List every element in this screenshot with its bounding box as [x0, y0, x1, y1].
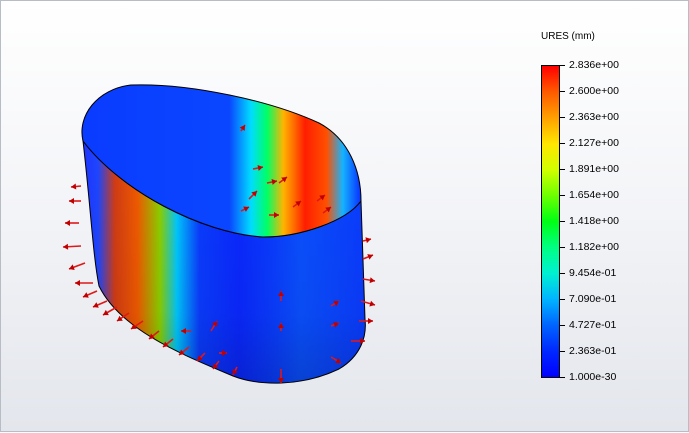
load-arrow-head	[369, 277, 375, 284]
color-legend: URES (mm) 2.836e+00 2.600e+00 2.363e+00 2.1…	[521, 25, 681, 385]
load-arrow-head	[75, 280, 80, 286]
load-arrow-head	[222, 350, 227, 356]
load-arrow-head	[71, 183, 77, 190]
load-arrow-head	[63, 243, 69, 250]
legend-label: 2.600e+00	[569, 85, 619, 97]
load-arrow-head	[278, 323, 284, 328]
load-arrow-head	[213, 363, 219, 369]
legend-label: 1.654e+00	[569, 189, 619, 201]
load-arrow-head	[163, 341, 169, 347]
load-arrows	[62, 124, 376, 383]
legend-label: 2.363e+00	[569, 111, 619, 123]
legend-tick	[560, 169, 565, 170]
legend-label: 2.363e-01	[569, 345, 617, 357]
legend-tick	[560, 325, 565, 326]
legend-tick	[560, 117, 565, 118]
load-arrow-head	[281, 177, 287, 183]
legend-tick	[560, 299, 565, 300]
legend-label: 2.836e+00	[569, 59, 619, 71]
legend-label: 2.127e+00	[569, 137, 619, 149]
load-arrow-head	[278, 291, 284, 296]
load-arrow-head	[360, 338, 365, 344]
load-arrow-head	[368, 318, 373, 324]
legend-tick	[560, 195, 565, 196]
legend-tick	[560, 377, 565, 378]
legend-label: 7.090e-01	[569, 293, 617, 305]
load-arrow-head	[149, 333, 155, 339]
legend-color-bar	[541, 65, 560, 378]
load-arrow-head	[69, 264, 75, 271]
load-arrow-head	[333, 301, 339, 307]
load-arrow-head	[367, 254, 373, 260]
load-arrow-head	[325, 207, 331, 213]
load-arrow-head	[197, 355, 203, 361]
load-arrow-head	[65, 220, 70, 226]
load-arrow-head	[271, 179, 277, 185]
legend-tick	[560, 91, 565, 92]
legend-tick	[560, 273, 565, 274]
load-arrow-head	[319, 195, 325, 201]
legend-label: 1.000e-30	[569, 371, 617, 383]
load-arrow-head	[369, 300, 375, 307]
load-arrow-head	[239, 125, 245, 131]
load-arrow-head	[243, 206, 249, 212]
load-arrow-head	[335, 357, 341, 363]
load-arrow-head	[278, 378, 284, 383]
load-arrow-head	[333, 321, 339, 328]
load-arrow-head	[295, 201, 301, 207]
load-arrow-head	[251, 191, 257, 197]
legend-tick	[560, 143, 565, 144]
load-arrow-head	[131, 323, 137, 329]
load-arrow-head	[232, 369, 238, 375]
legend-tick	[560, 221, 565, 222]
legend-label: 4.727e-01	[569, 319, 617, 331]
shell-inner-wall	[81, 84, 362, 238]
load-arrow-head	[83, 292, 89, 298]
shell-shade	[83, 141, 366, 384]
legend-label: 1.182e+00	[569, 241, 619, 253]
load-arrow-head	[257, 165, 263, 171]
legend-tick	[560, 351, 565, 352]
load-arrow-head	[365, 237, 371, 244]
load-arrow-head	[274, 212, 279, 218]
legend-tick	[560, 247, 565, 248]
legend-label: 1.418e+00	[569, 215, 619, 227]
load-arrow-head	[69, 198, 74, 204]
load-arrow-head	[181, 328, 186, 334]
load-arrow-head	[211, 321, 217, 327]
load-arrow-head	[117, 315, 123, 321]
load-arrow-head	[179, 349, 185, 355]
legend-tick	[560, 65, 565, 66]
legend-title: URES (mm)	[541, 31, 595, 42]
legend-label: 1.891e+00	[569, 163, 619, 175]
load-arrow-head	[93, 302, 99, 308]
legend-label: 9.454e-01	[569, 267, 617, 279]
load-arrow-head	[103, 309, 109, 316]
